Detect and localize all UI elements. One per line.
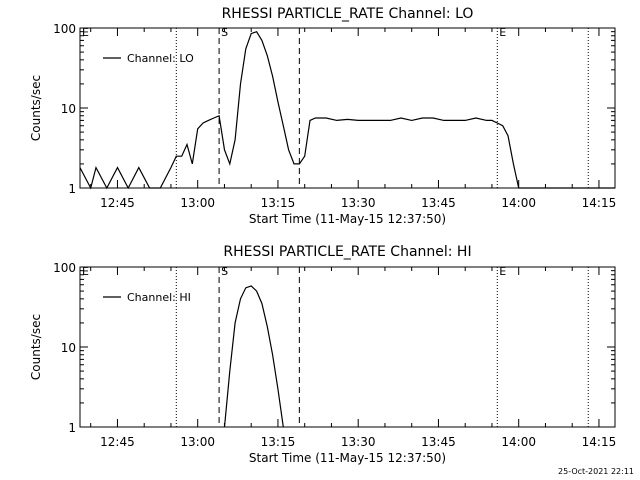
panel2-y-tick-label: 100 <box>53 261 76 275</box>
panel1-y-axis-label: Counts/sec <box>29 75 43 141</box>
panel2-event-marker-label: S <box>221 265 228 278</box>
panel1-x-axis-label: Start Time (11-May-15 12:37:50) <box>249 212 446 226</box>
panel1-event-marker-label: E <box>82 26 89 39</box>
panel1-y-tick-label: 1 <box>68 182 76 196</box>
panel2-event-marker-label: E <box>499 265 506 278</box>
panel2-x-tick-label: 13:30 <box>341 435 376 449</box>
panel2-y-tick-label: 1 <box>68 421 76 435</box>
panel2-x-tick-label: 14:15 <box>582 435 617 449</box>
panel2-x-tick-label: 14:00 <box>501 435 536 449</box>
panel1-y-tick-label: 10 <box>61 102 76 116</box>
panel2-title: RHESSI PARTICLE_RATE Channel: HI <box>223 244 471 260</box>
panel1-title: RHESSI PARTICLE_RATE Channel: LO <box>222 6 474 22</box>
panel2-x-tick-label: 12:45 <box>100 435 135 449</box>
panel1-event-marker-label: E <box>499 26 506 39</box>
panel1-x-tick-label: 14:15 <box>582 196 617 210</box>
panel2-y-tick-label: 10 <box>61 341 76 355</box>
panel1-x-tick-label: 13:30 <box>341 196 376 210</box>
panel1-x-tick-label: 12:45 <box>100 196 135 210</box>
panel2-series-line <box>223 285 284 428</box>
panel1-legend-label: Channel: LO <box>127 52 194 65</box>
panel2-y-axis-label: Counts/sec <box>29 314 43 380</box>
panel1-series-line <box>79 30 615 190</box>
panel2-x-tick-label: 13:00 <box>180 435 215 449</box>
panel2-x-tick-label: 13:45 <box>421 435 456 449</box>
panel2-x-axis-label: Start Time (11-May-15 12:37:50) <box>249 451 446 465</box>
panel1-event-marker-label: S <box>221 26 228 39</box>
footer-timestamp: 25-Oct-2021 22:11 <box>558 467 634 476</box>
panel1-x-tick-label: 13:45 <box>421 196 456 210</box>
panel2-legend-label: Channel: HI <box>127 291 191 304</box>
panel1-x-tick-label: 14:00 <box>501 196 536 210</box>
panel1-x-tick-label: 13:00 <box>180 196 215 210</box>
panel2-event-marker-label: E <box>82 265 89 278</box>
panel2-x-tick-label: 13:15 <box>261 435 296 449</box>
panel1-x-tick-label: 13:15 <box>261 196 296 210</box>
panel1-y-tick-label: 100 <box>53 22 76 36</box>
